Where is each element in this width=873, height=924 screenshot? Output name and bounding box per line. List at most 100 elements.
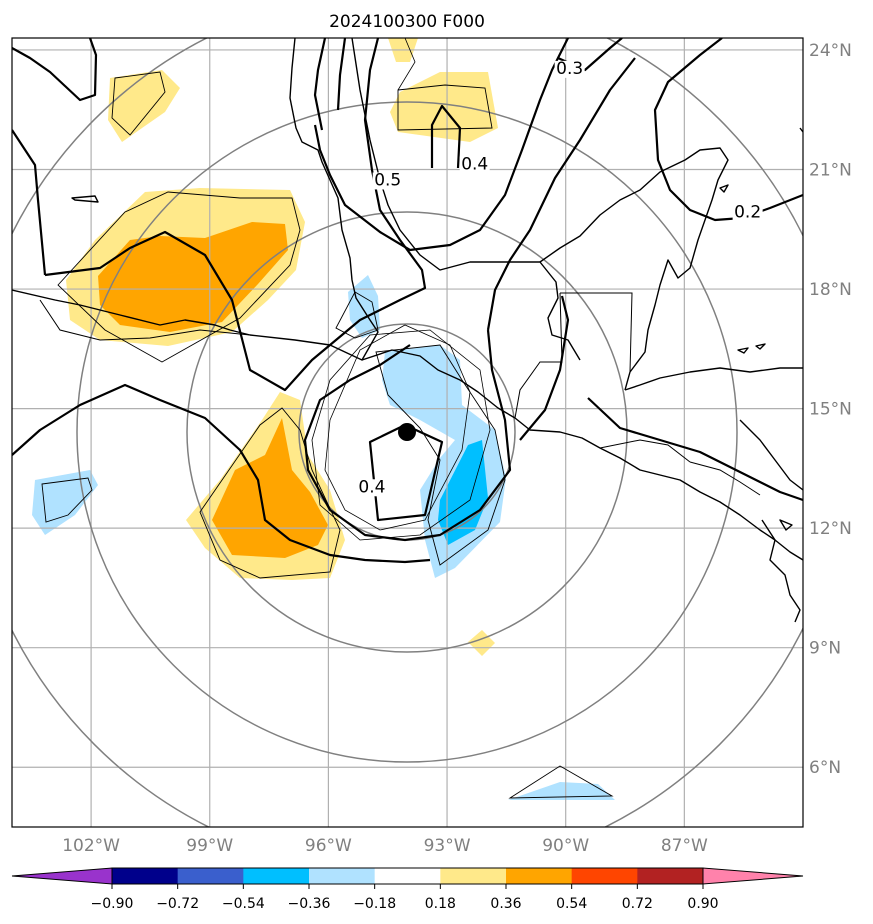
contour-label: 0.2	[734, 202, 761, 222]
longitude-tick-label: 90°W	[542, 836, 589, 856]
small-island	[737, 347, 749, 354]
small-island	[779, 519, 793, 531]
shading-outline	[57, 191, 301, 363]
thin-contours	[311, 38, 491, 541]
honduras-nicaragua-coast	[739, 419, 803, 491]
longitude-tick-labels: 102°W 99°W 96°W 93°W 90°W 87°W	[62, 836, 708, 856]
contour-line	[311, 329, 491, 541]
longitude-tick-label: 99°W	[186, 836, 233, 856]
colorbar-extend-max	[702, 867, 804, 885]
shading-outline	[41, 477, 93, 523]
contour-line	[313, 38, 327, 131]
latitude-tick-label: 21°N	[809, 161, 852, 181]
longitude-tick-label: 102°W	[62, 836, 120, 856]
range-rings	[12, 38, 803, 827]
latitude-tick-label: 9°N	[809, 639, 841, 659]
contour-line	[303, 329, 512, 542]
shading-outline	[508, 765, 614, 799]
shading-outline	[375, 344, 506, 566]
country-border	[560, 292, 633, 373]
contour-label-background	[356, 479, 387, 497]
colorbar-segment	[506, 868, 573, 884]
colorbar-segment	[243, 868, 310, 884]
contour-line	[12, 129, 47, 276]
colorbar-segment	[637, 868, 704, 884]
latitude-tick-label: 24°N	[809, 41, 852, 61]
contour-label: 0.4	[358, 477, 385, 497]
contour-line	[397, 38, 416, 91]
contour-line	[486, 57, 636, 331]
colorbar-segment	[309, 868, 376, 884]
panama-coast	[761, 519, 801, 623]
shading-outline	[397, 84, 493, 131]
southern-mexico-coast	[361, 349, 516, 419]
colorbar: −0.90 −0.72 −0.54 −0.36 −0.18 0.18 0.36 0.54 0.7…	[11, 867, 804, 912]
small-island	[71, 195, 99, 203]
map-area: 0.5 0.4 0.3 0.2 0.4	[12, 38, 803, 827]
negative-anomaly-area	[438, 440, 488, 545]
country-border	[599, 439, 691, 463]
country-border	[689, 461, 761, 496]
graticule-lines	[12, 38, 803, 827]
longitude-tick-label: 93°W	[424, 836, 471, 856]
colorbar-tick-label: 0.90	[687, 896, 718, 912]
latitude-tick-label: 6°N	[809, 758, 841, 778]
colorbar-tick-label: 0.72	[622, 896, 653, 912]
contour-label-background	[459, 156, 490, 174]
longitude-tick-label: 87°W	[661, 836, 708, 856]
shading-outlines	[41, 71, 614, 799]
colorbar-segment	[440, 868, 507, 884]
positive-anomaly-area	[98, 222, 288, 332]
colorbar-segment	[112, 868, 179, 884]
colorbar-outline	[111, 867, 704, 885]
storm-center-marker	[398, 423, 416, 441]
yucatan-coast	[539, 147, 729, 391]
colorbar-tick-label: −0.36	[288, 896, 331, 912]
central-america-pacific-coast	[514, 417, 803, 561]
latitude-tick-label: 18°N	[809, 280, 852, 300]
contour-line	[653, 38, 743, 222]
colorbar-tick-label: 0.18	[425, 896, 456, 912]
contour-line	[430, 104, 462, 169]
latitude-tick-labels: 24°N 21°N 18°N 15°N 12°N 9°N 6°N	[809, 41, 852, 778]
map-frame	[11, 37, 804, 828]
contour-label-background	[372, 172, 403, 190]
negative-anomaly-area	[32, 470, 98, 535]
contour-line	[44, 38, 427, 392]
contour-line	[336, 38, 347, 111]
colorbar-tick-label: −0.18	[353, 896, 396, 912]
state-border	[39, 299, 251, 341]
range-ring	[186, 211, 628, 653]
contour-label: 0.3	[556, 59, 583, 79]
contour-line	[519, 295, 570, 441]
colorbar-tick-label: 0.54	[556, 896, 587, 912]
colorbar-extend-min	[11, 867, 113, 885]
small-island	[755, 343, 766, 350]
positive-anomaly-area	[468, 630, 495, 656]
shading-outline	[335, 291, 379, 339]
contour-label-background	[554, 60, 585, 78]
contour-label: 0.5	[374, 170, 401, 190]
latitude-tick-label: 12°N	[809, 519, 852, 539]
mexico-pacific-coast	[12, 38, 379, 361]
central-america-caribbean-coast	[624, 367, 803, 391]
contour-line	[12, 38, 98, 102]
map-title: 2024100300 F000	[329, 12, 485, 32]
shaded-anomaly-fills	[32, 38, 615, 800]
political-borders	[39, 292, 761, 496]
latitude-tick-label: 15°N	[809, 400, 852, 420]
colorbar-tick-label: −0.90	[91, 896, 134, 912]
country-border	[514, 292, 563, 419]
negative-anomaly-area	[508, 782, 615, 800]
shading-outline	[111, 71, 166, 136]
shading-outline	[199, 407, 341, 579]
contour-label: 0.4	[461, 155, 488, 175]
colorbar-tick-label: 0.36	[490, 896, 521, 912]
contour-label-background	[732, 204, 763, 222]
negative-anomaly-area	[382, 345, 506, 578]
positive-anomaly-area	[212, 418, 328, 558]
thick-contours	[12, 38, 803, 564]
contour-line	[12, 383, 431, 564]
colorbar-tick-label: −0.54	[222, 896, 265, 912]
